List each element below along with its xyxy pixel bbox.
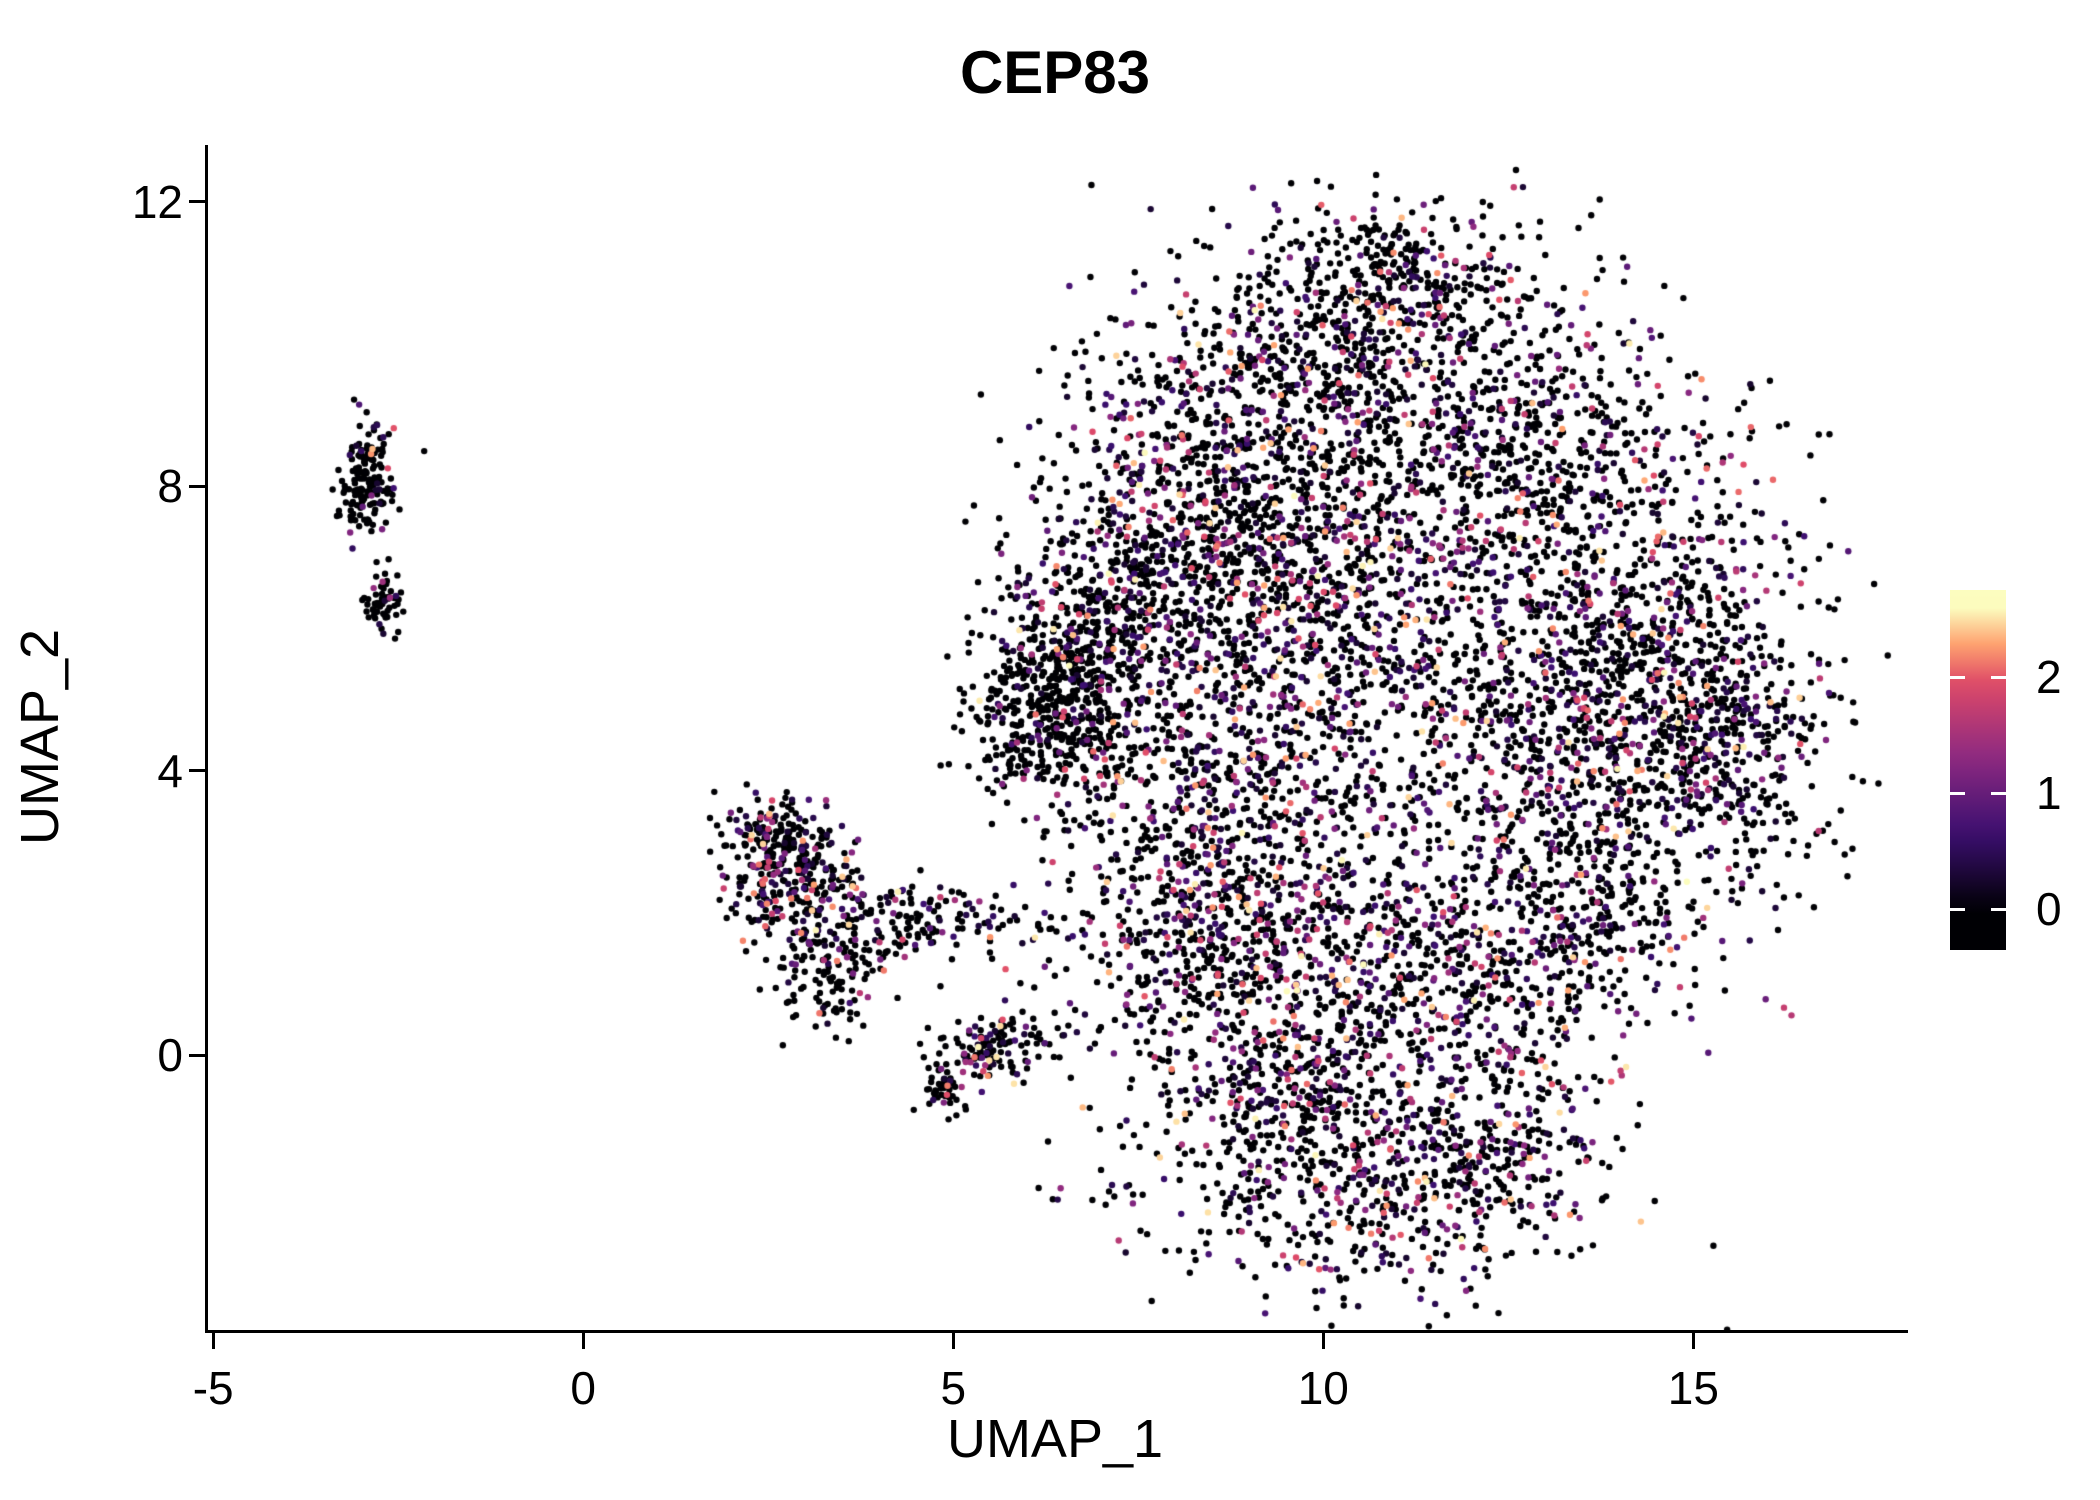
x-tick-mark <box>1691 1333 1695 1349</box>
x-tick-mark <box>211 1333 215 1349</box>
x-tick-label: 10 <box>1297 1362 1349 1414</box>
x-tick-label: 15 <box>1667 1362 1719 1414</box>
colorbar-tick-label: 2 <box>2036 651 2062 704</box>
x-tick-mark <box>1321 1333 1325 1349</box>
y-tick-mark <box>189 200 205 204</box>
x-tick-label: 0 <box>570 1362 597 1414</box>
y-tick-mark <box>189 769 205 773</box>
colorbar-tick <box>1950 791 1965 795</box>
x-tick-label: -5 <box>192 1362 234 1414</box>
plot-title: CEP83 <box>959 39 1151 106</box>
colorbar-tick <box>1991 907 2006 911</box>
x-tick-label: 5 <box>940 1362 967 1414</box>
y-tick-label: 12 <box>131 175 183 228</box>
y-tick-mark <box>189 484 205 488</box>
colorbar-tick <box>1991 791 2006 795</box>
colorbar-tick <box>1950 675 1965 679</box>
x-tick-mark <box>951 1333 955 1349</box>
x-tick-mark <box>581 1333 585 1349</box>
colorbar-tick <box>1950 907 1965 911</box>
y-tick-label: 4 <box>157 744 183 797</box>
plot-panel: -5 0 5 10 15 0 4 8 12 <box>132 145 1908 1414</box>
y-tick-mark <box>189 1053 205 1057</box>
colorbar-tick <box>1991 675 2006 679</box>
y-tick-label: 8 <box>157 460 183 513</box>
y-tick-label: 0 <box>157 1029 183 1082</box>
colorbar-tick-label: 1 <box>2036 767 2062 820</box>
x-axis-title: UMAP_1 <box>946 1409 1164 1469</box>
colorbar-gradient <box>1950 590 2006 950</box>
scatter-canvas <box>208 145 1908 1330</box>
colorbar-tick-label: 0 <box>2036 883 2062 936</box>
y-axis-title: UMAP_2 <box>10 628 70 846</box>
